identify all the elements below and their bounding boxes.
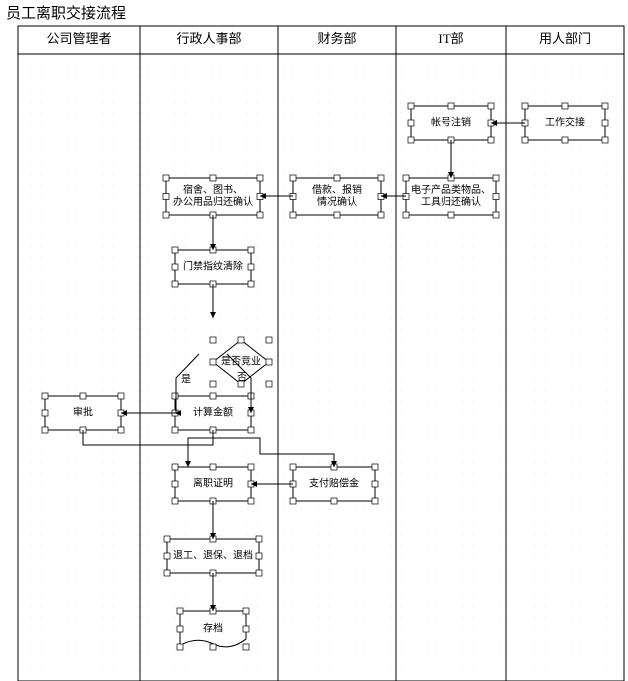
node-archive: 存档 [180, 611, 246, 647]
lane-header-mgmt: 公司管理者 [46, 31, 111, 46]
svg-text:是否竞业: 是否竞业 [221, 354, 261, 367]
svg-text:情况确认: 情况确认 [317, 195, 357, 208]
node-leave_cert: 离职证明 [175, 467, 251, 501]
node-fin_confirm: 借款、报销情况确认 [293, 178, 381, 215]
svg-text:借款、报销: 借款、报销 [312, 183, 362, 196]
svg-text:宿舍、图书、: 宿舍、图书、 [183, 183, 243, 196]
page-title: 员工离职交接流程 [6, 2, 126, 23]
svg-text:门禁指纹清除: 门禁指纹清除 [183, 259, 243, 272]
lane-header-hr: 行政人事部 [176, 31, 241, 46]
node-approve: 审批 [45, 396, 121, 430]
svg-text:电子产品类物品、: 电子产品类物品、 [411, 183, 491, 196]
svg-text:帐号注销: 帐号注销 [431, 115, 471, 128]
edge-label: 否 [237, 371, 247, 383]
node-tuitui: 退工、退保、退档 [167, 539, 259, 573]
edge-label: 是 [181, 373, 191, 385]
svg-text:审批: 审批 [73, 405, 93, 418]
svg-text:计算金额: 计算金额 [193, 405, 233, 418]
node-it_return: 电子产品类物品、工具归还确认 [406, 178, 496, 215]
lane-header-biz: 用人部门 [539, 31, 591, 46]
svg-text:离职证明: 离职证明 [193, 476, 233, 489]
svg-text:存档: 存档 [203, 621, 223, 634]
node-calc: 计算金额 [175, 396, 251, 430]
flowchart-canvas: 公司管理者 行政人事部 财务部 IT部 用人部门工作交接 帐号注销电子产品类物品、工具归还… [0, 0, 628, 681]
node-fp_clear: 门禁指纹清除 [175, 250, 251, 284]
node-handover: 工作交接 [525, 106, 605, 140]
svg-text:退工、退保、退档: 退工、退保、退档 [173, 548, 253, 561]
svg-text:工具归还确认: 工具归还确认 [421, 195, 481, 208]
lane-header-fin: 财务部 [317, 31, 356, 46]
node-hr_return: 宿舍、图书、办公用品归还确认 [166, 178, 260, 215]
node-pay_comp: 支付赔偿金 [293, 467, 375, 501]
svg-text:工作交接: 工作交接 [545, 115, 585, 128]
svg-text:办公用品归还确认: 办公用品归还确认 [173, 195, 253, 208]
svg-text:支付赔偿金: 支付赔偿金 [309, 476, 359, 489]
node-acct_cancel: 帐号注销 [411, 106, 491, 140]
lane-header-it: IT部 [438, 31, 463, 46]
